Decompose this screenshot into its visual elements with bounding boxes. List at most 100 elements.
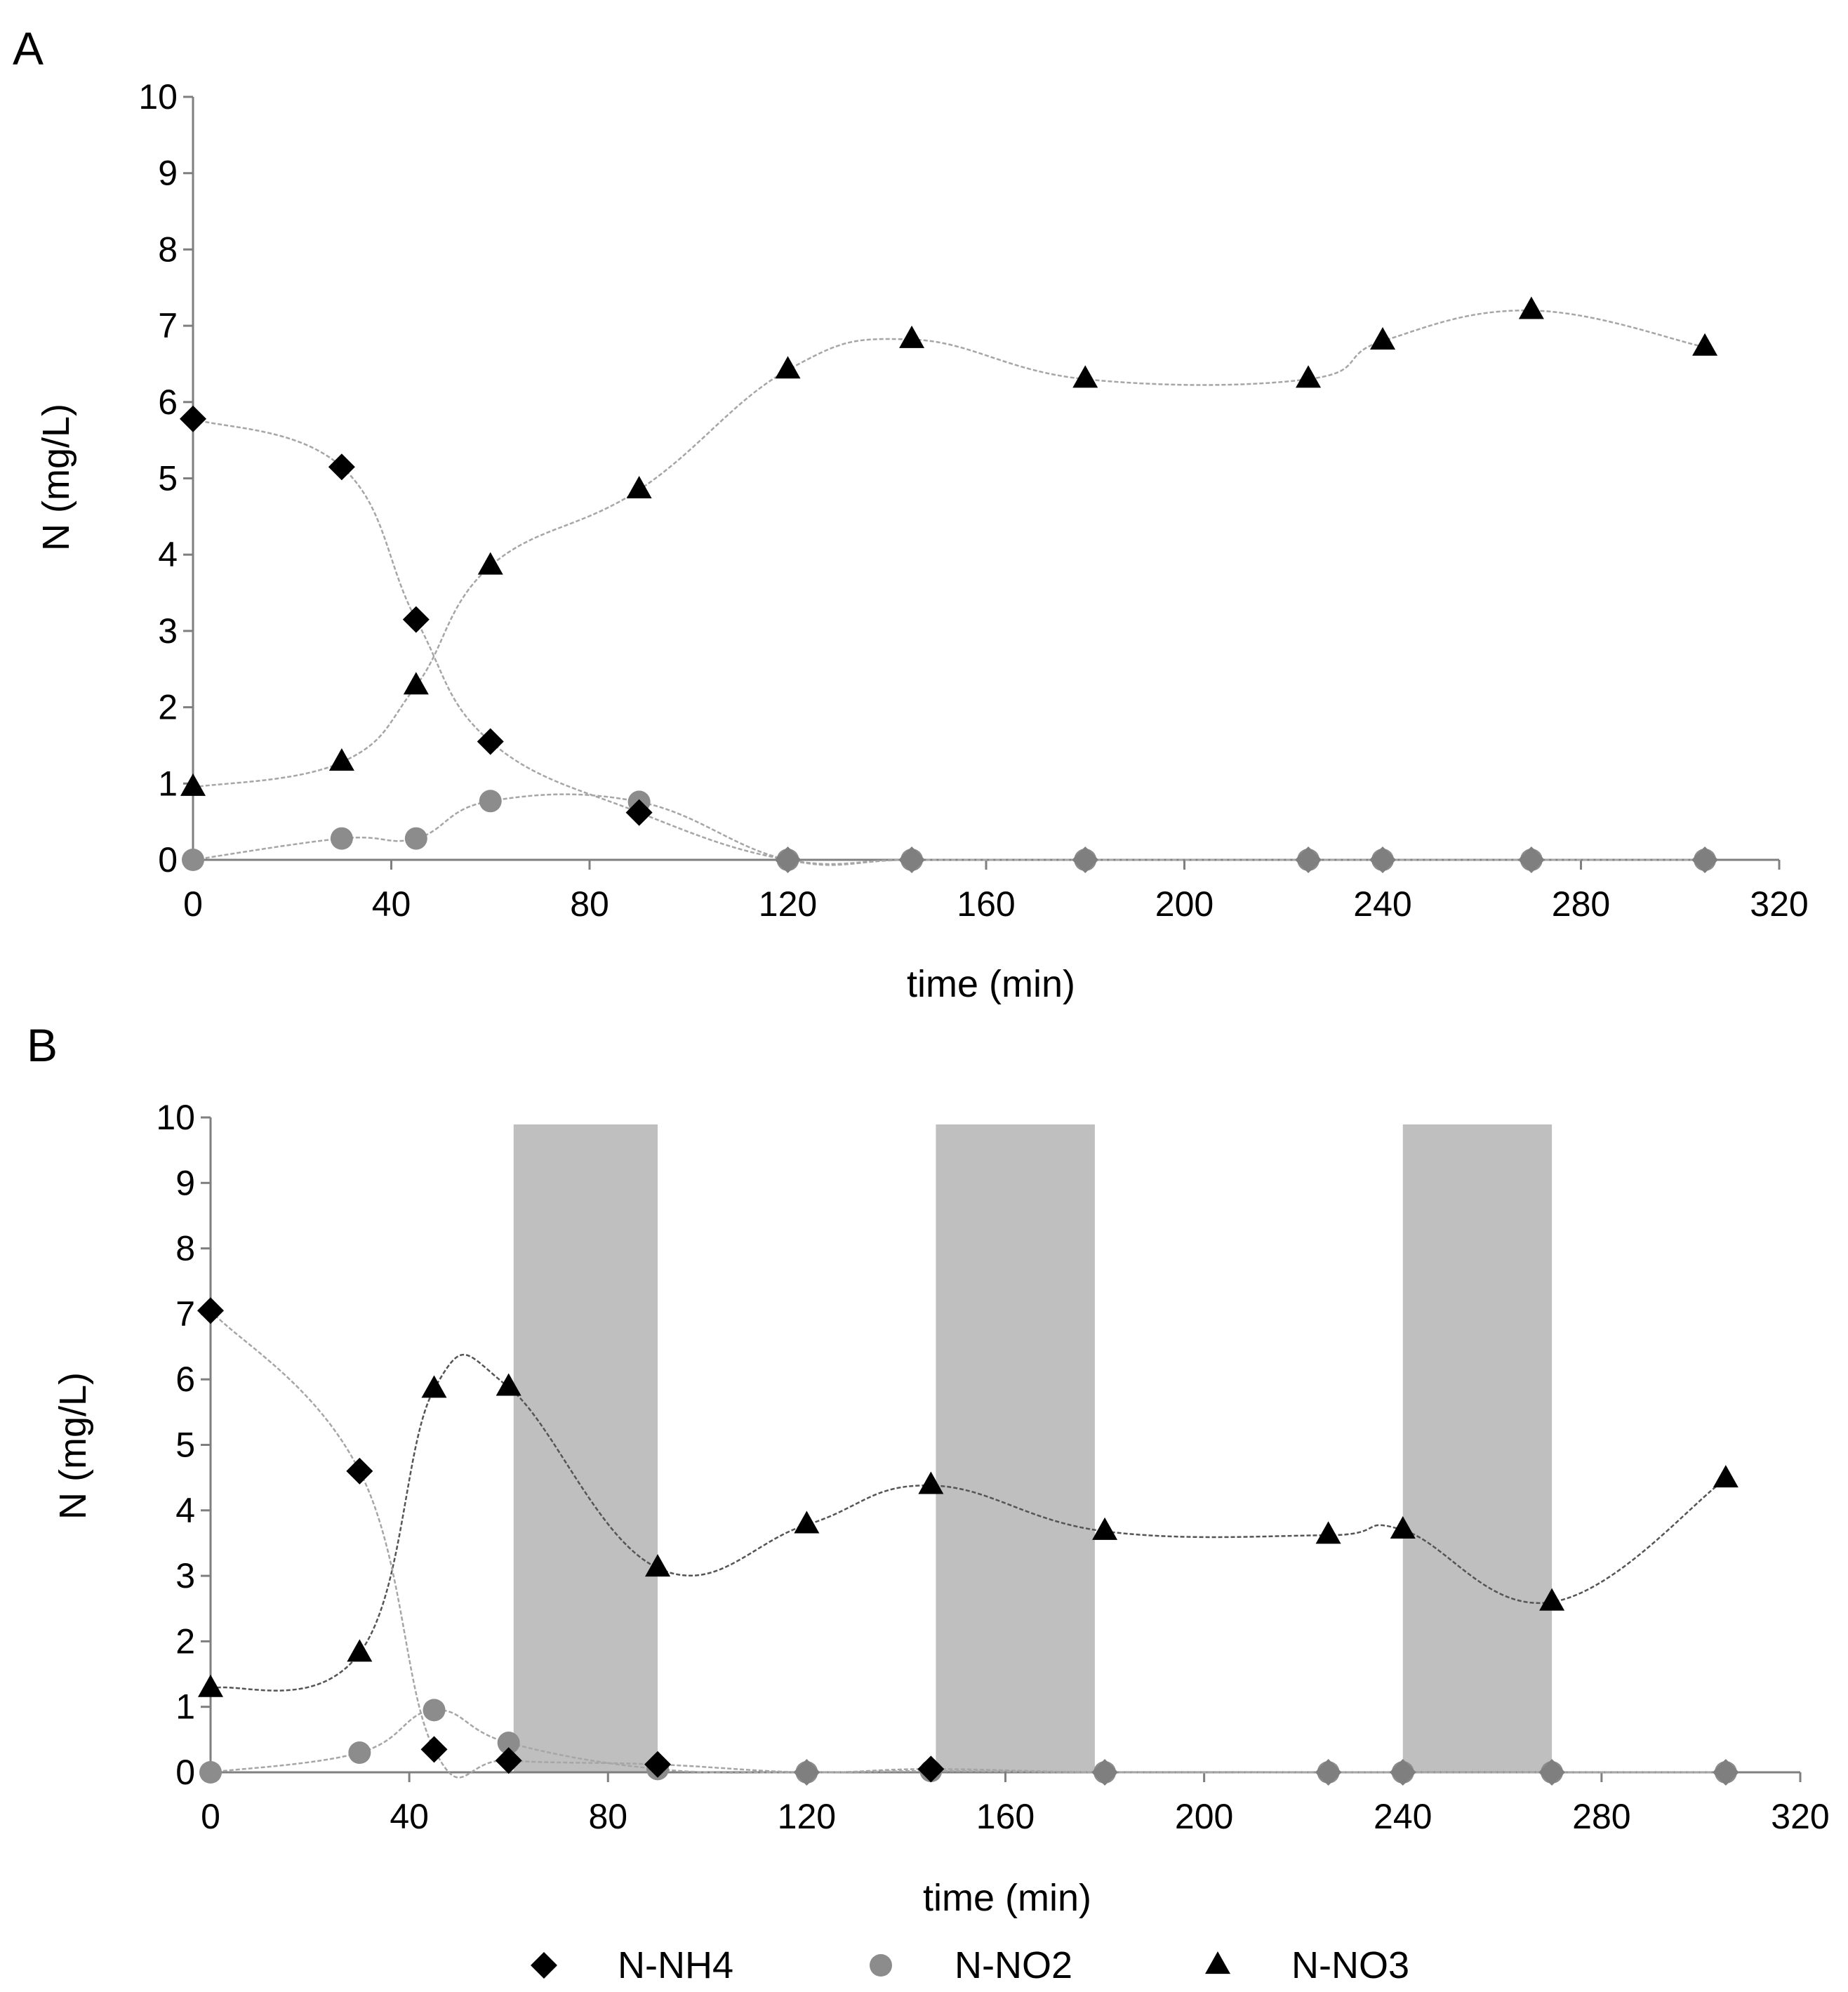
x-tick-label: 0: [183, 884, 203, 924]
data-point-nh4: [1295, 846, 1322, 873]
legend-marker-no3: [1205, 1951, 1230, 1974]
x-tick-label: 240: [1353, 884, 1411, 924]
y-tick-label: 0: [158, 840, 178, 879]
data-point-no3: [198, 1674, 223, 1697]
legend-symbol-no2: [870, 1954, 892, 1977]
data-point-no3: [918, 1471, 944, 1494]
x-tick-label: 200: [1155, 884, 1214, 924]
legend-label-no2: N-NO2: [955, 1944, 1072, 1986]
data-point-nh4: [402, 606, 430, 633]
y-tick-label: 6: [158, 383, 178, 422]
data-point-nh4: [1538, 1759, 1566, 1786]
data-point-no3: [477, 552, 503, 575]
data-point-nh4: [625, 799, 653, 826]
data-point-nh4: [328, 453, 355, 481]
data-point-nh4: [1091, 1759, 1119, 1786]
series-line-no3: [210, 1353, 1727, 1692]
y-tick-label: 10: [138, 77, 178, 117]
legend-marker-nh4: [531, 1952, 557, 1979]
data-point-no3: [496, 1373, 521, 1396]
y-tick-label: 7: [175, 1294, 195, 1334]
data-point-no3: [1390, 1515, 1416, 1539]
y-tick-label: 3: [175, 1556, 195, 1595]
x-tick-label: 160: [957, 884, 1015, 924]
shaded-interval: [513, 1124, 658, 1772]
data-point-no3: [626, 475, 652, 498]
data-point-nh4: [1389, 1759, 1416, 1786]
data-point-nh4: [917, 1755, 945, 1783]
series-line-nh4: [192, 418, 1706, 865]
x-tick-label: 280: [1572, 1797, 1630, 1836]
legend-marker-no2: [870, 1954, 892, 1977]
x-tick-label: 320: [1750, 884, 1808, 924]
y-tick-label: 9: [175, 1163, 195, 1202]
data-point-no2: [330, 827, 353, 850]
data-point-no3: [899, 325, 925, 348]
panel-a-x-axis-title: time (min): [907, 963, 1075, 1005]
data-point-no3: [403, 672, 429, 695]
panel-b-label: B: [27, 1019, 58, 1071]
shaded-interval: [1402, 1124, 1553, 1772]
x-tick-label: 120: [778, 1797, 836, 1836]
y-tick-label: 5: [175, 1426, 195, 1465]
data-point-nh4: [898, 846, 926, 873]
data-point-nh4: [644, 1751, 672, 1778]
data-point-nh4: [495, 1747, 522, 1774]
data-point-nh4: [1369, 846, 1396, 873]
panel-b-chart: 0 1 2 3 4 5 6 7 8 9 10 0 40 80 120 160 200 240 280 320: [156, 1098, 1829, 1836]
y-tick-label: 1: [158, 764, 178, 803]
y-tick-label: 5: [158, 459, 178, 498]
data-point-no3: [1370, 327, 1395, 350]
data-point-no3: [1692, 333, 1718, 356]
y-tick-label: 6: [175, 1360, 195, 1399]
data-point-nh4: [1691, 846, 1719, 873]
y-tick-label: 4: [158, 535, 178, 574]
data-point-no3: [1518, 296, 1544, 319]
legend-entry-no3: N-NO3: [1205, 1944, 1409, 1986]
x-tick-label: 200: [1175, 1797, 1233, 1836]
legend-entry-nh4: N-NH4: [531, 1944, 733, 1986]
y-tick-label: 4: [175, 1491, 195, 1530]
legend-label-no3: N-NO3: [1291, 1944, 1409, 1986]
y-tick-label: 8: [158, 230, 178, 269]
data-point-no3: [775, 356, 801, 379]
data-point-nh4: [1072, 846, 1099, 873]
y-tick-label: 1: [175, 1687, 195, 1727]
data-point-nh4: [793, 1759, 820, 1786]
y-tick-label: 2: [158, 688, 178, 727]
y-tick-label: 0: [175, 1753, 195, 1792]
data-point-nh4: [774, 846, 802, 873]
x-tick-label: 120: [759, 884, 817, 924]
data-point-no2: [497, 1732, 520, 1755]
legend-symbol-no3: [1205, 1951, 1230, 1974]
panel-a-label: A: [13, 22, 44, 74]
x-tick-label: 280: [1552, 884, 1610, 924]
y-tick-label: 9: [158, 154, 178, 193]
panel-a-chart: 0 1 2 3 4 5 6 7 8 9 10 0 40 80 120 160 200 240 280 320: [138, 77, 1808, 924]
data-point-nh4: [1315, 1759, 1342, 1786]
data-point-no3: [1296, 365, 1322, 388]
data-point-no3: [1092, 1517, 1118, 1540]
data-point-no2: [404, 827, 427, 850]
data-point-no2: [423, 1699, 446, 1722]
data-point-no3: [1713, 1465, 1739, 1488]
x-tick-label: 80: [588, 1797, 627, 1836]
data-point-nh4: [420, 1736, 448, 1763]
data-point-no3: [347, 1639, 373, 1662]
data-point-nh4: [477, 728, 504, 755]
y-tick-label: 3: [158, 611, 178, 651]
legend-symbol-nh4: [531, 1952, 557, 1979]
x-tick-label: 320: [1771, 1797, 1829, 1836]
data-point-no2: [182, 849, 204, 871]
series-line-no3: [192, 310, 1706, 788]
data-point-nh4: [180, 405, 206, 432]
data-point-nh4: [197, 1297, 224, 1324]
x-tick-label: 160: [976, 1797, 1035, 1836]
panel-a-y-axis-title: N (mg/L): [35, 404, 77, 551]
series-line-nh4: [210, 1310, 1726, 1779]
panel-b-y-axis-title: N (mg/L): [52, 1372, 94, 1520]
data-point-no3: [1539, 1588, 1565, 1611]
y-tick-label: 8: [175, 1229, 195, 1268]
data-point-nh4: [1517, 846, 1545, 873]
